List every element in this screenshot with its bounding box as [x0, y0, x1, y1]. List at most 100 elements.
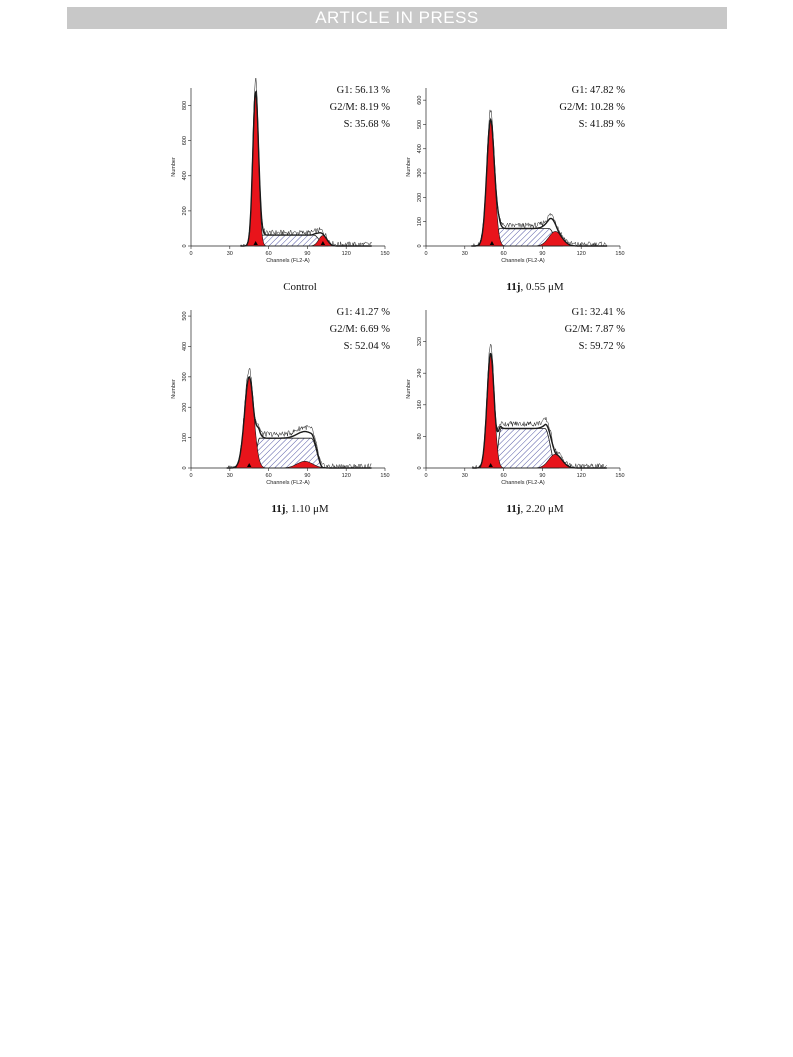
y-tick-label: 100 — [182, 433, 188, 442]
histogram-220: 0 30 60 90 120 150 0 80 160 240 320 Channels (FL2-A… — [406, 310, 625, 486]
peak-marker-icon — [247, 463, 252, 467]
x-tick-label: 150 — [615, 251, 624, 257]
histogram-panel-220: 0 30 60 90 120 150 0 80 160 240 320 Channels (FL2-A… — [400, 300, 625, 515]
histogram-panel-055: 0 30 60 90 120 150 0 100 200 300 400 500 600 Channels… — [400, 78, 625, 293]
histogram-110: 0 30 60 90 120 150 0 100 200 300 400 500 Channels (F… — [171, 310, 390, 486]
y-tick-label: 800 — [182, 101, 188, 110]
y-tick-label: 200 — [182, 206, 188, 215]
x-axis-title: Channels (FL2-A) — [266, 480, 310, 486]
x-tick-label: 30 — [462, 251, 468, 257]
g1-stat: G1: 47.82 % — [571, 85, 625, 96]
phase-stats: G1: 47.82 % G2/M: 10.28 % S: 41.89 % — [559, 82, 625, 133]
x-tick-label: 30 — [227, 251, 233, 257]
raw-histogram-line — [226, 368, 372, 469]
x-tick-label: 60 — [501, 473, 507, 479]
x-tick-label: 0 — [424, 251, 427, 257]
phase-stats: G1: 41.27 % G2/M: 6.69 % S: 52.04 % — [330, 304, 390, 355]
caption-text: , 0.55 μM — [520, 281, 564, 293]
s-stat: S: 35.68 % — [343, 119, 390, 130]
x-tick-label: 120 — [342, 473, 351, 479]
y-tick-label: 0 — [182, 466, 188, 469]
x-axis-title: Channels (FL2-A) — [501, 258, 545, 264]
x-tick-label: 0 — [189, 251, 192, 257]
histogram-panel-110: 0 30 60 90 120 150 0 100 200 300 400 500 Channels (F… — [165, 300, 390, 515]
caption-compound: 11j — [506, 281, 521, 293]
histogram-control: 0 30 60 90 120 150 0 200 400 600 800 Channels (FL2-… — [171, 78, 390, 264]
y-tick-label: 0 — [417, 244, 423, 247]
histogram-055: 0 30 60 90 120 150 0 100 200 300 400 500 600 Channels… — [406, 88, 625, 264]
panel-caption: 11j, 0.55 μM — [440, 281, 630, 293]
y-tick-label: 160 — [417, 400, 423, 409]
x-tick-label: 90 — [304, 473, 310, 479]
caption-text: , 1.10 μM — [285, 503, 329, 515]
y-tick-label: 400 — [182, 171, 188, 180]
s-stat: S: 41.89 % — [578, 119, 625, 130]
g2m-stat: G2/M: 10.28 % — [559, 102, 625, 113]
x-tick-label: 60 — [266, 473, 272, 479]
s-stat: S: 52.04 % — [343, 341, 390, 352]
x-tick-label: 90 — [539, 473, 545, 479]
y-tick-label: 0 — [417, 466, 423, 469]
x-tick-label: 150 — [380, 473, 389, 479]
peak-marker-icon — [320, 241, 326, 245]
peak-marker-icon — [488, 463, 493, 467]
x-axis-title: Channels (FL2-A) — [266, 258, 310, 264]
x-tick-label: 90 — [539, 251, 545, 257]
g2m-stat: G2/M: 8.19 % — [329, 102, 390, 113]
x-tick-label: 60 — [501, 251, 507, 257]
x-tick-label: 30 — [227, 473, 233, 479]
x-tick-label: 120 — [577, 473, 586, 479]
y-tick-label: 400 — [417, 144, 423, 153]
g2m-stat: G2/M: 7.87 % — [564, 324, 625, 335]
caption-compound: 11j — [271, 503, 286, 515]
y-tick-label: 200 — [182, 403, 188, 412]
g2m-stat: G2/M: 6.69 % — [329, 324, 390, 335]
y-tick-label: 320 — [417, 337, 423, 346]
y-tick-label: 0 — [182, 244, 188, 247]
x-tick-label: 150 — [380, 251, 389, 257]
g1-peak — [244, 90, 267, 247]
peak-marker-icon — [253, 241, 258, 245]
y-tick-label: 600 — [182, 136, 188, 145]
histogram-panel-control: 0 30 60 90 120 150 0 200 400 600 800 Channels (FL2-… — [165, 78, 390, 293]
x-tick-label: 120 — [577, 251, 586, 257]
panel-caption: Control — [205, 281, 395, 293]
x-tick-label: 0 — [424, 473, 427, 479]
y-tick-label: 600 — [417, 96, 423, 105]
g1-peak — [475, 119, 506, 247]
x-tick-label: 150 — [615, 473, 624, 479]
panel-caption: 11j, 2.20 μM — [440, 503, 630, 515]
y-tick-label: 80 — [417, 433, 423, 439]
y-tick-label: 300 — [182, 372, 188, 381]
caption-text: Control — [283, 281, 317, 293]
x-axis-title: Channels (FL2-A) — [501, 480, 545, 486]
peak-marker-icon — [489, 241, 495, 245]
y-axis-title: Number — [406, 379, 412, 399]
y-tick-label: 200 — [417, 193, 423, 202]
g1-stat: G1: 41.27 % — [336, 307, 390, 318]
y-axis-title: Number — [171, 379, 177, 399]
y-tick-label: 300 — [417, 168, 423, 177]
panel-caption: 11j, 1.10 μM — [205, 503, 395, 515]
banner-text: ARTICLE IN PRESS — [315, 8, 479, 27]
y-axis-title: Number — [406, 157, 412, 177]
x-tick-label: 30 — [462, 473, 468, 479]
x-tick-label: 0 — [189, 473, 192, 479]
phase-stats: G1: 32.41 % G2/M: 7.87 % S: 59.72 % — [565, 304, 625, 355]
y-tick-label: 500 — [417, 120, 423, 129]
g1-stat: G1: 32.41 % — [571, 307, 625, 318]
article-banner: ARTICLE IN PRESS — [67, 7, 727, 29]
y-tick-label: 100 — [417, 217, 423, 226]
s-stat: S: 59.72 % — [578, 341, 625, 352]
x-tick-label: 120 — [342, 251, 351, 257]
y-axis-title: Number — [171, 157, 177, 177]
g1-stat: G1: 56.13 % — [336, 85, 390, 96]
caption-text: , 2.20 μM — [520, 503, 564, 515]
y-tick-label: 500 — [182, 311, 188, 320]
phase-stats: G1: 56.13 % G2/M: 8.19 % S: 35.68 % — [330, 82, 390, 133]
x-tick-label: 90 — [304, 251, 310, 257]
y-tick-label: 240 — [417, 369, 423, 378]
x-tick-label: 60 — [266, 251, 272, 257]
y-tick-label: 400 — [182, 342, 188, 351]
caption-compound: 11j — [506, 503, 521, 515]
